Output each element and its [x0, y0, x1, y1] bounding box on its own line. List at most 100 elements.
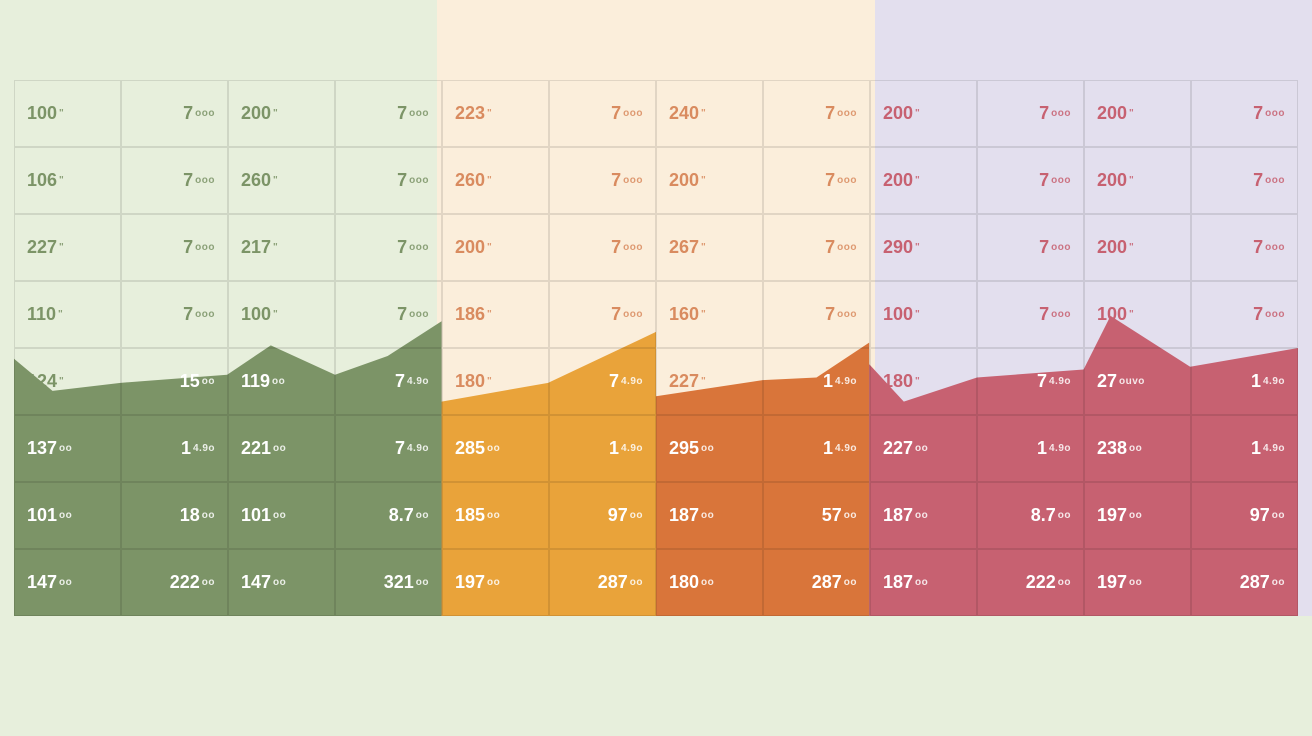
cell-value: 100 — [883, 304, 913, 325]
cell-sup: oo — [915, 510, 928, 521]
cell-value: 1 — [823, 438, 833, 459]
cell-value: 7 — [611, 237, 621, 258]
cell-r3-c8: 100" — [870, 281, 977, 348]
cell-r7-c2: 147oo — [228, 549, 335, 616]
cell-r1-c8: 200" — [870, 147, 977, 214]
cell-r2-c2: 217" — [228, 214, 335, 281]
cell-value: 8.7 — [389, 505, 414, 526]
cell-r4-c4: 180" — [442, 348, 549, 415]
cell-r5-c7: 14.9o — [763, 415, 870, 482]
cell-value: 240 — [669, 103, 699, 124]
cell-r7-c8: 187oo — [870, 549, 977, 616]
cell-value: 197 — [455, 572, 485, 593]
cell-sup: oo — [1272, 577, 1285, 588]
cell-r7-c6: 180oo — [656, 549, 763, 616]
cell-sup: ooo — [409, 175, 429, 186]
cell-sup: oo — [844, 577, 857, 588]
cell-sup: 4.9o — [621, 376, 643, 387]
cell-r1-c3: 7ooo — [335, 147, 442, 214]
cell-value: 287 — [1240, 572, 1270, 593]
cell-sup: oo — [1129, 510, 1142, 521]
cell-r7-c0: 147oo — [14, 549, 121, 616]
cell-r4-c11: 14.9o — [1191, 348, 1298, 415]
cell-value: 7 — [183, 237, 193, 258]
cell-value: 295 — [669, 438, 699, 459]
cell-value: 7 — [1039, 103, 1049, 124]
cell-value: 217 — [241, 237, 271, 258]
cell-r5-c5: 14.9o — [549, 415, 656, 482]
cell-r6-c2: 101oo — [228, 482, 335, 549]
cell-sup: ouvo — [1119, 376, 1145, 387]
cell-r1-c2: 260" — [228, 147, 335, 214]
cell-sup: oo — [416, 510, 429, 521]
cell-r4-c2: 119oo — [228, 348, 335, 415]
cell-value: 287 — [598, 572, 628, 593]
cell-value: 7 — [183, 170, 193, 191]
cell-r6-c0: 101oo — [14, 482, 121, 549]
cell-sup: oo — [487, 443, 500, 454]
cell-sup: 4.9o — [621, 443, 643, 454]
cell-value: 238 — [1097, 438, 1127, 459]
cell-r0-c8: 200" — [870, 80, 977, 147]
cell-r4-c5: 74.9o — [549, 348, 656, 415]
cell-r3-c6: 160" — [656, 281, 763, 348]
cell-value: 285 — [455, 438, 485, 459]
cell-value: 7 — [609, 371, 619, 392]
cell-value: 197 — [1097, 505, 1127, 526]
cell-value: 147 — [27, 572, 57, 593]
cell-value: 119 — [241, 371, 270, 392]
cell-r4-c7: 14.9o — [763, 348, 870, 415]
cell-sup: ooo — [837, 175, 857, 186]
cell-sup: ooo — [623, 108, 643, 119]
cell-sup: 4.9o — [1263, 443, 1285, 454]
cell-r6-c11: 97oo — [1191, 482, 1298, 549]
cell-r6-c6: 187oo — [656, 482, 763, 549]
cell-value: 187 — [883, 572, 913, 593]
cell-sup: " — [1129, 108, 1134, 119]
cell-sup: ooo — [409, 108, 429, 119]
cell-value: 27 — [1097, 371, 1117, 392]
cell-sup: oo — [273, 577, 286, 588]
cell-value: 7 — [611, 170, 621, 191]
cell-value: 200 — [883, 103, 913, 124]
cell-value: 290 — [883, 237, 913, 258]
cell-value: 180 — [455, 371, 485, 392]
cell-value: 223 — [455, 103, 485, 124]
cell-r0-c5: 7ooo — [549, 80, 656, 147]
cell-r2-c10: 200" — [1084, 214, 1191, 281]
cell-r7-c7: 287oo — [763, 549, 870, 616]
cell-sup: ooo — [1051, 108, 1071, 119]
cell-sup: ooo — [837, 108, 857, 119]
cell-value: 7 — [1253, 237, 1263, 258]
cell-value: 110 — [27, 304, 56, 325]
cell-value: 137 — [27, 438, 57, 459]
cell-sup: " — [59, 175, 64, 186]
cell-value: 97 — [608, 505, 628, 526]
cell-value: 7 — [1037, 371, 1047, 392]
cell-value: 7 — [1253, 170, 1263, 191]
cell-value: 147 — [241, 572, 271, 593]
cell-r0-c2: 200" — [228, 80, 335, 147]
cell-sup: oo — [273, 443, 286, 454]
cell-r5-c0: 137oo — [14, 415, 121, 482]
cell-value: 222 — [170, 572, 200, 593]
cell-r7-c11: 287oo — [1191, 549, 1298, 616]
cell-value: 7 — [395, 438, 405, 459]
cell-r7-c3: 321oo — [335, 549, 442, 616]
cell-value: 1 — [609, 438, 619, 459]
cell-sup: " — [915, 175, 920, 186]
cell-value: 101 — [27, 505, 57, 526]
cell-value: 7 — [611, 304, 621, 325]
cell-r1-c1: 7ooo — [121, 147, 228, 214]
cell-value: 200 — [455, 237, 485, 258]
cell-sup: " — [1129, 309, 1134, 320]
cell-r3-c7: 7ooo — [763, 281, 870, 348]
cell-sup: oo — [1129, 443, 1142, 454]
cell-r2-c0: 227" — [14, 214, 121, 281]
cell-sup: oo — [202, 577, 215, 588]
cell-r4-c6: 227" — [656, 348, 763, 415]
cell-value: 267 — [669, 237, 699, 258]
cell-value: 97 — [1250, 505, 1270, 526]
cell-r3-c10: 100" — [1084, 281, 1191, 348]
cell-r6-c1: 18oo — [121, 482, 228, 549]
